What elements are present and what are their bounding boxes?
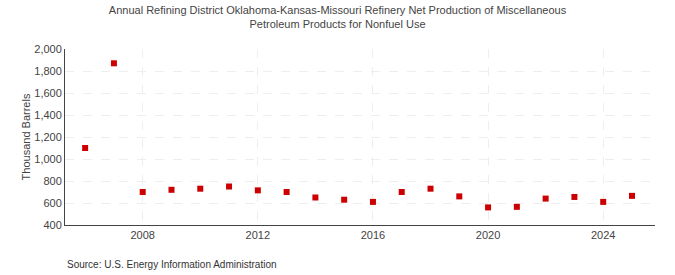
svg-text:2024: 2024 [591,229,615,241]
svg-text:1,200: 1,200 [34,131,62,143]
svg-text:600: 600 [43,197,61,209]
svg-text:1,400: 1,400 [34,109,62,121]
svg-text:2,000: 2,000 [34,43,62,55]
svg-text:2008: 2008 [130,229,154,241]
svg-text:800: 800 [43,175,61,187]
svg-text:1,000: 1,000 [34,153,62,165]
svg-text:1,600: 1,600 [34,87,62,99]
svg-text:1,800: 1,800 [34,65,62,77]
svg-text:Thousand Barrels: Thousand Barrels [20,93,32,180]
svg-text:2020: 2020 [476,229,500,241]
svg-text:Annual Refining District Oklah: Annual Refining District Oklahoma-Kansas… [109,4,567,30]
svg-text:2012: 2012 [246,229,270,241]
svg-text:2016: 2016 [361,229,385,241]
svg-text:Source: U.S. Energy Informatio: Source: U.S. Energy Information Administ… [67,259,277,270]
svg-text:400: 400 [43,219,61,231]
